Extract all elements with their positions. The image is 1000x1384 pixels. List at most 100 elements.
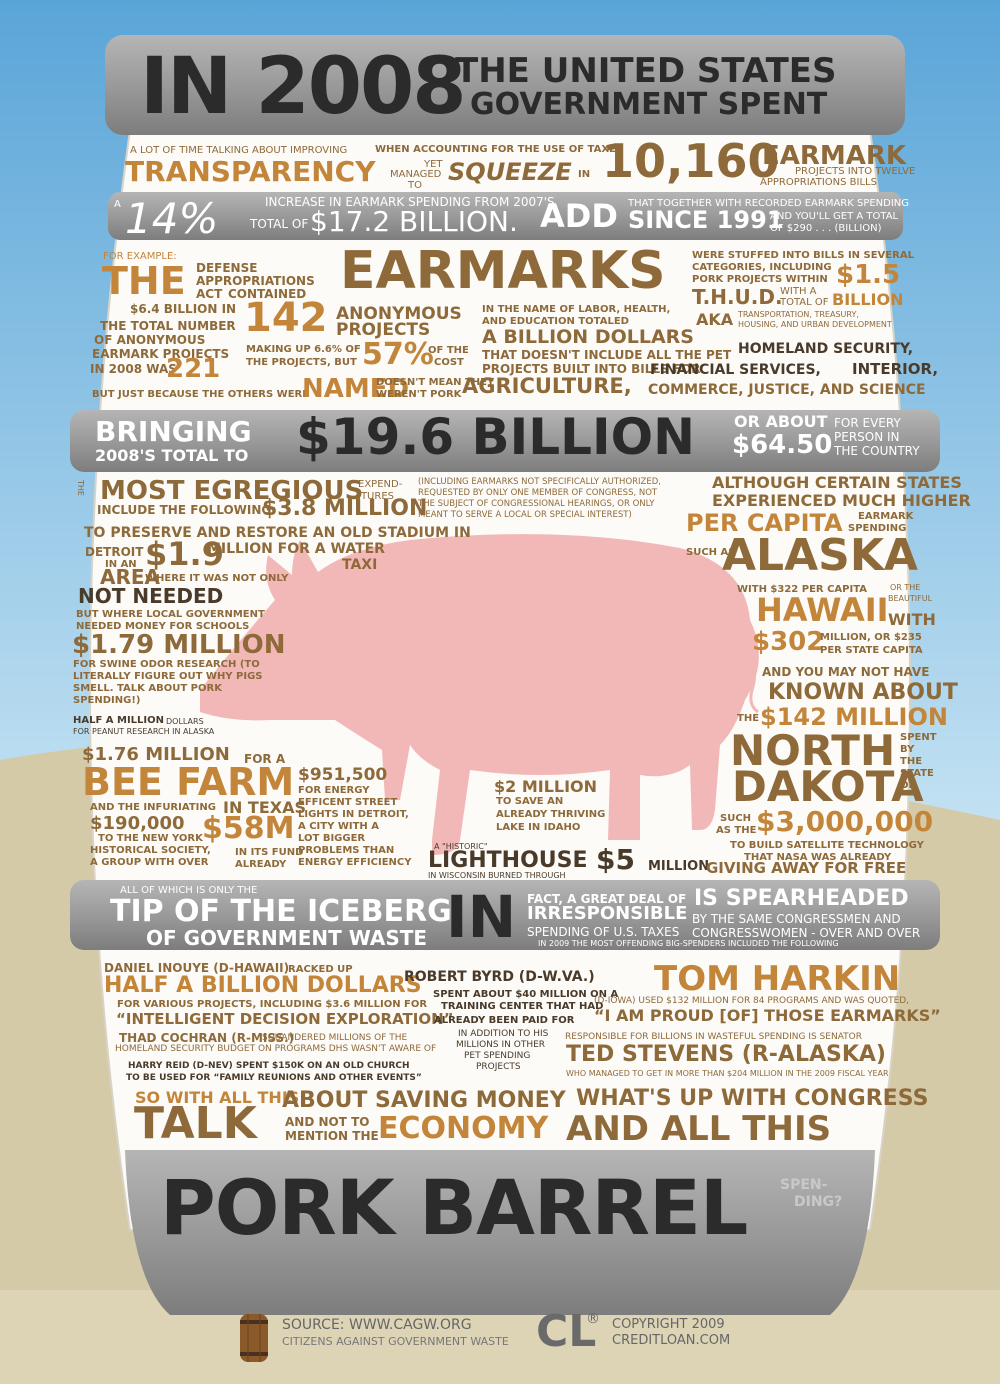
per-person-amount: $64.50 [732,430,833,460]
homeland-text: HOMELAND SECURITY, [738,341,914,357]
swine-3: SMELL. TALK ABOUT PORK [73,683,222,694]
stuffed-2: CATEGORIES, INCLUDING [692,262,832,273]
commerce-text: COMMERCE, JUSTICE, AND SCIENCE [648,382,926,398]
defense-amount: $6.4 BILLION IN [130,302,237,316]
for-example: FOR EXAMPLE: [103,251,177,262]
harkin-name: TOM HARKIN [654,959,901,999]
barrel-icon [240,1314,268,1362]
pork-barrel-heading: PORK BARREL [160,1163,748,1252]
stevens-detail: WHO MANAGED TO GET IN MORE THAN $204 MIL… [566,1069,889,1078]
family-reunions: TO BE USED FOR “FAMILY REUNIONS AND OTHE… [126,1073,422,1083]
energy-5: LOT BIGGER [298,833,366,844]
byrd-3: ALREADY BEEN PAID FOR [434,1015,575,1026]
lighthouse-text: LIGHTHOUSE [428,848,588,873]
water-taxi-amount: $1.9 [145,535,224,573]
contained-text: CONTAINED [228,287,307,301]
intelligent-decision: “INTELLIGENT DECISION EXPLORATION” [116,1010,454,1028]
inouye-name: DANIEL INOUYE (D-HAWAII) [104,961,290,975]
is-spearheaded: IS SPEARHEADED [694,886,909,911]
fact-text: FACT, A GREAT DEAL OF [527,892,687,906]
total-290: OF $290 . . . (BILLION) [770,223,882,234]
youll-text: AND YOU'LL GET A TOTAL [770,211,899,222]
of-text: OF [900,780,916,791]
swine-1: FOR SWINE ODOR RESEARCH (TO [73,659,260,670]
the-country: THE COUNTRY [834,444,920,458]
increase-text: INCREASE IN EARMARK SPENDING FROM 2007'S [265,195,555,209]
bee-farm: BEE FARM [82,760,295,804]
earmarks-heading: EARMARKS [340,241,666,301]
cost-percent: 57% [362,337,434,372]
wisconsin-text: IN WISCONSIN BURNED THROUGH [428,871,566,880]
in-an: IN AN [105,559,137,570]
total-to-text: 2008'S TOTAL TO [95,446,249,465]
to-text: TO [408,180,422,191]
alaska-heading: ALASKA [722,530,918,581]
in-text: IN [578,169,591,180]
just-because: BUT JUST BECAUSE THE OTHERS WERE [92,389,310,400]
creditloan-logo: CL [536,1310,596,1354]
stadium-amount: $3.8 MILLION [262,496,428,521]
thud-label: T.H.U.D. [692,285,783,309]
satellite-2: THAT NASA WAS ALREADY [744,852,892,863]
although-2: EXPERIENCED MUCH HIGHER [712,491,971,510]
the-state: THE [900,756,923,767]
byrd-4: IN ADDITION TO HIS [458,1029,549,1039]
total-number: THE TOTAL NUMBER [100,319,236,333]
with-a: WITH A [780,286,817,297]
known-about: KNOWN ABOUT [768,680,958,705]
about-saving: ABOUT SAVING MONEY [282,1088,566,1113]
all-of-which: ALL OF WHICH IS ONLY THE [120,885,258,896]
not-needed: NOT NEEDED [78,584,224,608]
although-1: ALTHOUGH CERTAIN STATES [712,473,962,492]
named-text: NAMED [302,374,410,404]
accounting-text: WHEN ACCOUNTING FOR THE USE OF TAXES [375,144,624,155]
such-text: SUCH [720,813,752,824]
a-text: A [114,199,121,210]
and-all-this: AND ALL THIS [566,1109,832,1149]
billion-dollars: A BILLION DOLLARS [482,326,694,348]
add-text: ADD [540,197,618,235]
in-big: IN [446,883,517,951]
since-1991: SINCE 1991 [628,206,784,234]
making-up: MAKING UP 6.6% OF [246,344,361,355]
copyright-text: COPYRIGHT 2009 [612,1317,725,1332]
projects-label: PROJECTS [336,320,431,340]
infuriating: AND THE INFURIATING [90,802,216,813]
energy-amount: $951,500 [298,765,388,785]
paren-2: REQUESTED BY ONLY ONE MEMBER OF CONGRESS… [418,488,658,498]
bee-farm-amount: $1.76 MILLION [82,744,230,765]
transparency-heading: TRANSPARENCY [125,155,376,188]
interior-text: INTERIOR, [852,360,939,378]
may-not-have: AND YOU MAY NOT HAVE [762,665,930,679]
swine-2: LITERALLY FIGURE OUT WHY PIGS [73,671,263,682]
transport-1: TRANSPORTATION, TREASURY, [738,310,859,319]
responsible-text: RESPONSIBLE FOR BILLIONS IN WASTEFUL SPE… [565,1032,862,1042]
include-following: INCLUDE THE FOLLOWING: [97,503,277,517]
stevens-name: TED STEVENS (R-ALASKA) [566,1042,886,1067]
ny-3: A GROUP WITH OVER [90,857,209,868]
aka-text: AKA [696,310,734,329]
earmark-label: EARMARK [762,141,907,171]
header-line2: GOVERNMENT SPENT [470,87,828,122]
spending-taxes: SPENDING OF U.S. TAXES [527,925,680,939]
total-of-2: TOTAL OF [780,297,829,308]
in-its-fund: IN ITS FUND [235,847,304,858]
detroit-text: DETROIT [85,545,144,559]
logo-text: CL [536,1306,597,1357]
homeland-budget: HOMELAND SECURITY BUDGET ON PROGRAMS DHS… [115,1044,437,1054]
cochran-name: THAD COCHRAN (R-MISS.) [119,1031,295,1045]
talk-heading: TALK [134,1098,257,1149]
energy-7: ENERGY EFFICIENCY [298,857,412,868]
such-as: SUCH AS [686,547,736,558]
squeeze-text: SQUEEZE [448,158,572,186]
hawaii-heading: HAWAII [756,591,889,629]
and-not-to: AND NOT TO [285,1115,370,1129]
half-billion: HALF A BILLION DOLLARS [104,973,422,998]
act-text: ACT [196,287,223,301]
satellite-1: TO BUILD SATELLITE TECHNOLOGY [730,840,924,851]
spen-text: SPEN- [780,1177,828,1193]
spending-small: SPENDING [848,523,907,534]
byrd-5: MILLIONS IN OTHER [456,1040,546,1050]
beautiful: BEAUTIFUL [888,594,933,603]
